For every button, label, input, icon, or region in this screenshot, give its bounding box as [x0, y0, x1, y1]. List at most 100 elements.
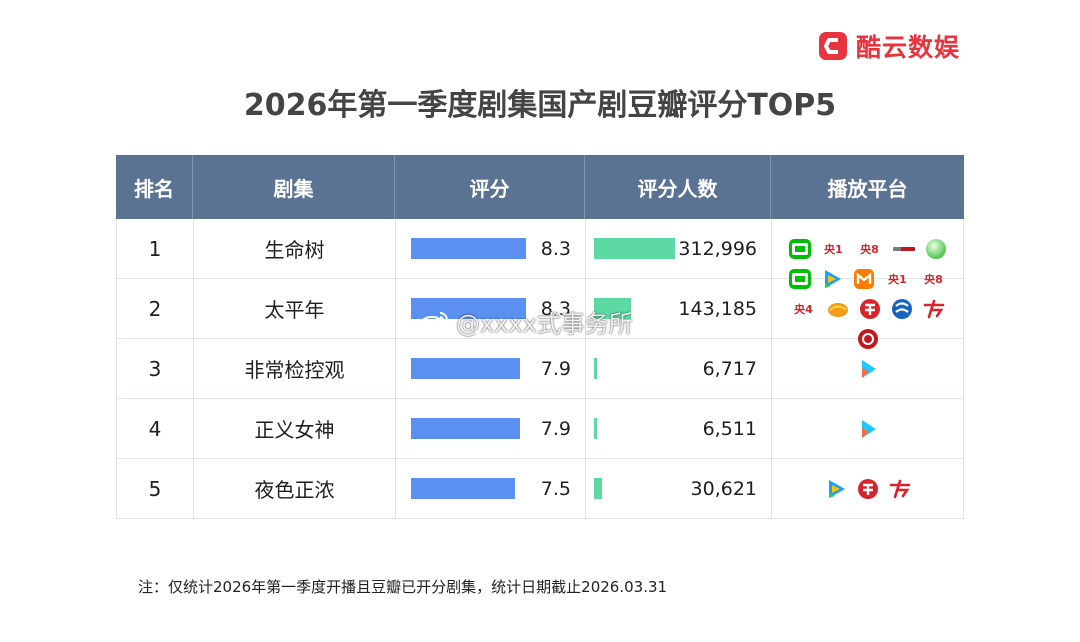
platform-cell	[771, 459, 964, 518]
rank-value: 2	[148, 296, 162, 321]
drama-title: 太平年	[264, 298, 325, 322]
score-value: 8.3	[540, 237, 571, 260]
drama-cell: 非常检控观	[193, 339, 395, 398]
count-bar	[594, 418, 597, 439]
rank-cell: 4	[116, 399, 193, 458]
header-rank: 排名	[116, 155, 193, 219]
score-bar	[411, 478, 515, 499]
score-cell: 7.9	[395, 399, 585, 458]
rank-value: 4	[148, 416, 162, 441]
score-cell: 7.9	[395, 339, 585, 398]
table-row: 5 夜色正浓 7.5 30,621	[116, 459, 964, 519]
hunan-tv-icon	[826, 297, 850, 321]
count-value: 143,185	[678, 297, 757, 320]
green-globe-icon	[924, 237, 948, 261]
count-value: 6,511	[702, 417, 757, 440]
cctv1-icon: 央1	[888, 272, 907, 286]
cctv8-icon: 央8	[860, 242, 879, 256]
cctv4-icon: 央4	[794, 302, 813, 316]
youku-icon	[856, 417, 880, 441]
count-bar	[594, 478, 602, 499]
weibo-icon	[419, 311, 448, 334]
brand-name: 酷云数娱	[856, 33, 961, 62]
count-cell: 143,185	[585, 279, 771, 338]
table-row: 2 太平年 8.3 143,185 央1 央8 央4	[116, 268, 964, 349]
mgtv-icon	[852, 267, 876, 291]
count-value: 6,717	[702, 357, 757, 380]
platform-cell	[771, 339, 964, 398]
red-channel-icon	[856, 327, 880, 351]
watermark: @xxxx式事务所	[418, 304, 633, 339]
count-bar	[594, 298, 631, 319]
score-value: 7.5	[540, 477, 571, 500]
dragon-tv-icon	[858, 297, 882, 321]
cctv1-icon: 央1	[824, 242, 843, 256]
header-drama: 剧集	[193, 155, 395, 219]
score-bar	[411, 358, 520, 379]
drama-title: 非常检控观	[244, 358, 345, 382]
zhejiang-tv-icon	[890, 297, 914, 321]
cctv8-icon: 央8	[924, 272, 943, 286]
platform-list	[772, 339, 963, 398]
watermark-text: @xxxx式事务所	[456, 310, 633, 338]
guangdong-tv-icon	[888, 477, 912, 501]
score-value: 7.9	[540, 417, 571, 440]
score-bar	[411, 418, 520, 439]
table-header: 排名 剧集 评分 评分人数 播放平台	[116, 155, 964, 219]
youku-icon	[856, 357, 880, 381]
platform-list: 央1 央8	[772, 219, 963, 278]
drama-cell: 太平年	[193, 279, 395, 338]
platform-list	[772, 399, 963, 458]
platform-cell	[771, 399, 964, 458]
platform-list: 央1 央8 央4	[772, 268, 963, 349]
count-cell: 6,717	[585, 339, 771, 398]
rank-cell: 1	[116, 219, 193, 278]
btv-icon	[892, 237, 916, 261]
score-value: 7.9	[540, 357, 571, 380]
drama-title: 生命树	[264, 238, 325, 262]
page-title: 2026年第一季度剧集国产剧豆瓣评分TOP5	[243, 88, 837, 123]
rank-cell: 5	[116, 459, 193, 518]
ranking-table: 排名 剧集 评分 评分人数 播放平台 1 生命树 8.3 312,996 央1 央8 2 太平…	[116, 155, 964, 519]
table-body: 1 生命树 8.3 312,996 央1 央8 2 太平年 8.3 143,185 央1 央8 央4 3 非…	[116, 219, 964, 519]
kuyun-logo-icon	[819, 32, 847, 60]
drama-cell: 生命树	[193, 219, 395, 278]
count-bar	[594, 238, 675, 259]
iqiyi-icon	[788, 237, 812, 261]
iqiyi-icon	[788, 267, 812, 291]
dragon-tv-icon	[856, 477, 880, 501]
drama-cell: 正义女神	[193, 399, 395, 458]
rank-value: 3	[148, 356, 162, 381]
guangdong-tv-icon	[922, 297, 946, 321]
count-cell: 6,511	[585, 399, 771, 458]
drama-cell: 夜色正浓	[193, 459, 395, 518]
header-count: 评分人数	[585, 155, 771, 219]
brand: 酷云数娱	[818, 28, 960, 64]
score-cell: 7.5	[395, 459, 585, 518]
header-score: 评分	[395, 155, 585, 219]
score-cell: 8.3	[395, 279, 585, 338]
count-bar	[594, 358, 597, 379]
count-value: 30,621	[690, 477, 757, 500]
rank-cell: 2	[116, 279, 193, 338]
platform-list	[772, 459, 963, 518]
drama-title: 正义女神	[254, 418, 335, 442]
rank-value: 1	[148, 236, 162, 261]
score-value: 8.3	[540, 297, 571, 320]
count-cell: 312,996	[585, 219, 771, 278]
footnote: 注：仅统计2026年第一季度开播且豆瓣已开分剧集，统计日期截止2026.03.3…	[138, 578, 668, 596]
rank-value: 5	[148, 476, 162, 501]
platform-cell: 央1 央8 央4	[771, 268, 964, 349]
tencent-video-icon	[824, 477, 848, 501]
count-value: 312,996	[678, 237, 757, 260]
count-cell: 30,621	[585, 459, 771, 518]
platform-cell: 央1 央8	[771, 219, 964, 278]
score-cell: 8.3	[395, 219, 585, 278]
rank-cell: 3	[116, 339, 193, 398]
table-row: 3 非常检控观 7.9 6,717	[116, 339, 964, 399]
drama-title: 夜色正浓	[254, 478, 335, 502]
header-platform: 播放平台	[827, 176, 908, 201]
table-row: 1 生命树 8.3 312,996 央1 央8	[116, 219, 964, 279]
tencent-video-icon	[820, 267, 844, 291]
score-bar	[411, 238, 526, 259]
